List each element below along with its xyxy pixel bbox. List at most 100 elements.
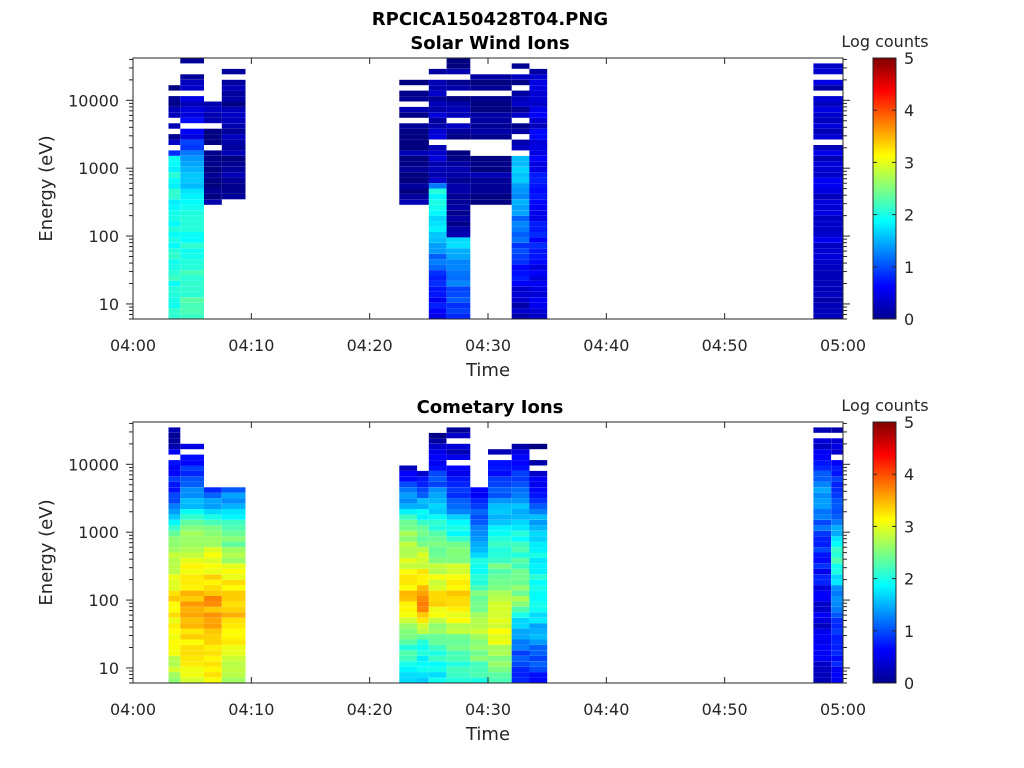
heatmap-cell [511, 139, 530, 145]
heatmap-cell [399, 465, 418, 471]
heatmap-cell [428, 177, 447, 183]
heatmap-cell [428, 161, 447, 167]
heatmap-cell [470, 568, 489, 575]
heatmap-cell [813, 226, 843, 232]
heatmap-cell [221, 628, 246, 634]
heatmap-cell [529, 650, 548, 656]
heatmap-cell [813, 498, 832, 504]
heatmap-cell [221, 101, 246, 107]
heatmap-cell [168, 525, 181, 531]
heatmap-cell [529, 96, 548, 102]
heatmap-cell [488, 481, 512, 488]
heatmap-cell [813, 666, 832, 673]
heatmap-cell [428, 438, 447, 444]
heatmap-cell [180, 248, 204, 254]
heatmap-cell [168, 481, 181, 488]
heatmap-cell [221, 172, 246, 178]
colorbar-label: Log counts [841, 32, 928, 51]
heatmap-cell [221, 574, 246, 580]
heatmap-cell [470, 650, 489, 656]
heatmap-cell [529, 248, 548, 254]
y-tick-label: 10 [99, 295, 119, 314]
heatmap-cell [446, 166, 471, 173]
heatmap-cell [813, 509, 832, 515]
heatmap-cell [399, 552, 418, 558]
heatmap-cell [399, 628, 418, 634]
heatmap-cell [470, 552, 489, 558]
heatmap-cell [446, 503, 471, 509]
heatmap-cell [511, 541, 530, 547]
heatmap-cell [204, 644, 222, 651]
heatmap-cell [511, 443, 530, 450]
heatmap-cell [831, 525, 843, 531]
heatmap-cell [529, 193, 548, 200]
heatmap-cell [417, 655, 429, 662]
heatmap-cell [511, 585, 530, 591]
heatmap-cell [529, 150, 548, 156]
heatmap-cell [180, 275, 204, 281]
heatmap-cell [446, 585, 471, 591]
heatmap-cell [511, 232, 530, 238]
heatmap-cell [204, 677, 222, 683]
heatmap-cell [529, 601, 548, 607]
colorbar-tick-label: 5 [904, 49, 914, 68]
heatmap-cell [488, 666, 512, 673]
heatmap-cell [417, 612, 429, 618]
heatmap-cell [813, 476, 832, 482]
heatmap-cell [511, 470, 530, 477]
heatmap-cell [446, 96, 471, 102]
heatmap-cell [529, 672, 548, 678]
heatmap-cell [221, 666, 246, 673]
heatmap-cell [428, 253, 447, 260]
heatmap-cell [529, 106, 548, 113]
heatmap-cell [813, 128, 843, 135]
heatmap-cell [221, 557, 246, 564]
heatmap-cell [399, 193, 429, 200]
heatmap-cell [446, 68, 471, 75]
heatmap-cell [399, 90, 429, 96]
heatmap-cell [221, 644, 246, 651]
heatmap-cell [399, 574, 418, 580]
heatmap-cell [428, 242, 447, 249]
heatmap-cell [204, 498, 222, 504]
heatmap-cell [204, 639, 222, 645]
heatmap-cell [399, 541, 418, 547]
heatmap-cell [488, 639, 512, 645]
heatmap-cell [831, 585, 843, 591]
heatmap-cell [417, 639, 429, 645]
heatmap-cell [446, 514, 471, 520]
heatmap-cell [428, 275, 447, 281]
heatmap-cell [488, 465, 512, 471]
heatmap-cell [428, 677, 447, 683]
heatmap-cell [446, 666, 471, 673]
heatmap-cell [511, 297, 530, 303]
heatmap-cell [470, 199, 512, 205]
heatmap-cell [446, 525, 471, 531]
heatmap-cell [180, 313, 204, 319]
heatmap-cell [470, 193, 512, 200]
x-tick-label: 04:20 [347, 336, 393, 355]
heatmap-cell [399, 557, 418, 564]
heatmap-cell [470, 188, 512, 194]
heatmap-cell [428, 454, 447, 460]
heatmap-cell [204, 172, 222, 178]
heatmap-cell [813, 655, 832, 662]
heatmap-cell [831, 476, 843, 482]
heatmap-cell [813, 568, 832, 575]
heatmap-cell [428, 612, 447, 618]
heatmap-cell [168, 552, 181, 558]
heatmap-cell [813, 443, 832, 450]
heatmap-cell [488, 617, 512, 624]
heatmap-cell [180, 139, 204, 145]
heatmap-column [399, 465, 418, 683]
heatmap-cell [428, 606, 447, 613]
heatmap-cell [470, 596, 489, 602]
heatmap-cell [428, 259, 447, 265]
heatmap-cell [428, 666, 447, 673]
heatmap-cell [511, 487, 530, 493]
heatmap-cell [511, 74, 530, 80]
y-tick-label: 1000 [78, 159, 119, 178]
heatmap-cell [221, 90, 246, 96]
heatmap-cell [511, 476, 530, 482]
heatmap-cell [470, 134, 512, 140]
